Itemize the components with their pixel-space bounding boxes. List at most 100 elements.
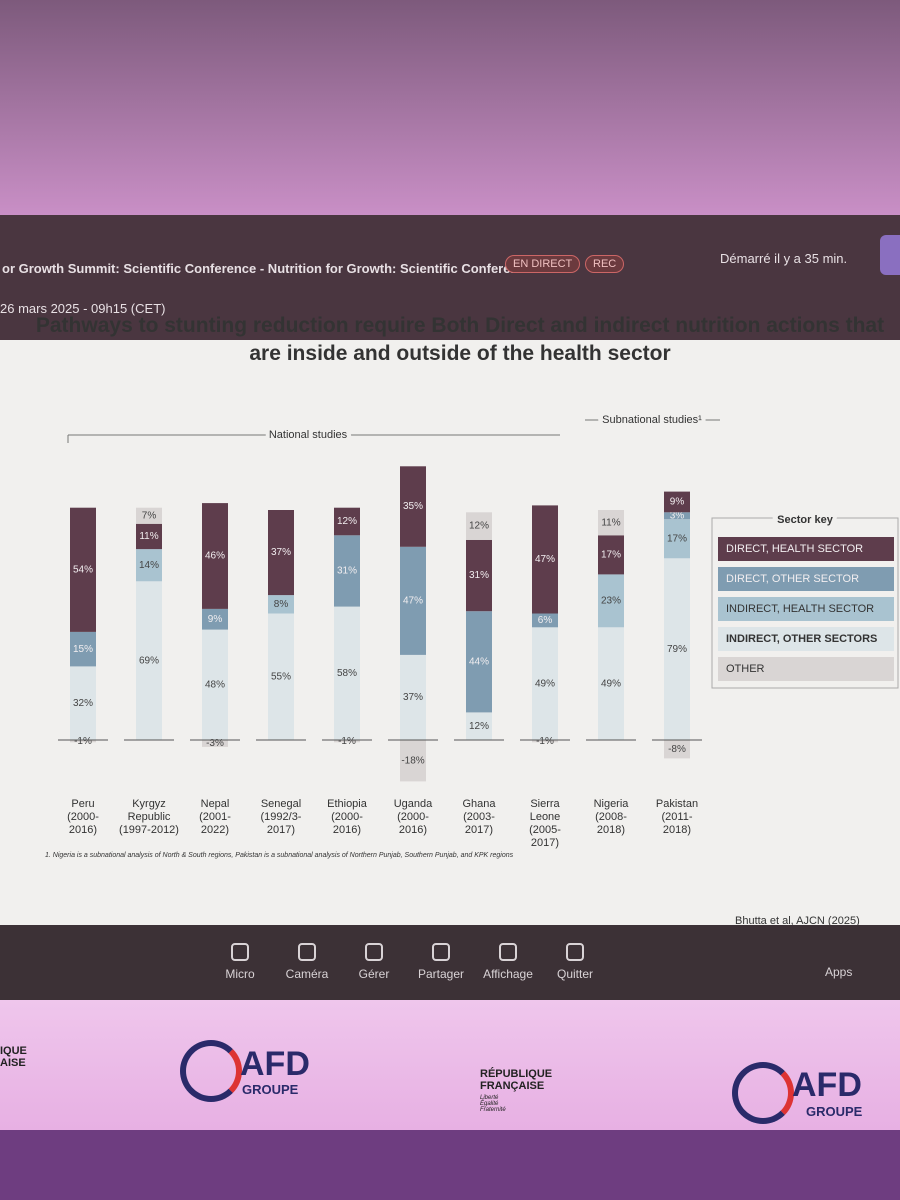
bar-segment [466, 712, 492, 740]
bar-segment [598, 510, 624, 536]
toolbar-button[interactable]: Micro [205, 943, 275, 981]
afd-logo-ring [180, 1040, 242, 1102]
value-label: -1% [338, 736, 356, 747]
value-label: 23% [601, 595, 621, 606]
value-label: 12% [469, 721, 489, 732]
bar-segment [334, 535, 360, 607]
group-label: National studies [269, 429, 348, 441]
x-tick-label: Pakistan (2011- 2018) [655, 798, 699, 836]
x-tick-label: Uganda (2000- 2016) [393, 798, 433, 836]
bar-segment [400, 740, 426, 782]
toolbar-button[interactable]: Caméra [272, 943, 342, 981]
bar-segment [334, 740, 360, 743]
value-label: -1% [536, 736, 554, 747]
bar-segment [334, 606, 360, 740]
toolbar-label: Partager [417, 967, 465, 981]
toolbar-button[interactable]: Quitter [540, 943, 610, 981]
bar-segment [202, 503, 228, 609]
toolbar-label: Micro [225, 967, 255, 981]
afd-logo: AFD [240, 1045, 310, 1083]
bar-segment [268, 613, 294, 740]
toolbar-button[interactable]: Partager [406, 943, 476, 981]
value-label: 12% [337, 516, 357, 527]
value-label: 79% [667, 644, 687, 655]
side-button[interactable] [880, 235, 900, 275]
x-tick-label: Ethiopia (2000- 2016) [327, 798, 367, 836]
source: Bhutta et al, AJCN (2025) [735, 915, 860, 927]
value-label: 7% [142, 510, 157, 521]
legend-label: OTHER [726, 663, 765, 675]
value-label: 47% [535, 554, 555, 565]
value-label: 3% [670, 510, 685, 521]
bar-segment [70, 740, 96, 743]
toolbar-icon [365, 943, 383, 961]
bar-segment [664, 512, 690, 520]
republic: RÉPUBLIQUE FRANÇAISE [480, 1068, 553, 1092]
bar-segment [400, 466, 426, 547]
afd-logo-ring [732, 1062, 794, 1124]
rec-badge[interactable]: REC [585, 255, 625, 273]
x-tick-label: Ghana (2003- 2017) [462, 798, 496, 836]
value-label: 11% [601, 517, 620, 528]
slide: Pathways to stunting reduction require B… [0, 314, 900, 927]
toolbar-icon [432, 943, 450, 961]
x-tick-label: Nepal (2001- 2022) [199, 798, 231, 836]
motto: Liberté Égalité Fraternité [480, 1095, 506, 1113]
toolbar-button[interactable]: Affichage [473, 943, 543, 981]
afd-logo: AFD [792, 1066, 862, 1104]
value-label: 69% [139, 655, 159, 666]
toolbar: Apps Micro Caméra Gérer Partager Affichage Qu… [0, 925, 900, 1000]
toolbar-icon [298, 943, 316, 961]
bar-segment [532, 627, 558, 740]
footnote: 1. Nigeria is a subnational analysis of … [45, 852, 514, 859]
x-tick-label: Peru (2000- 2016) [67, 798, 99, 836]
value-label: 35% [403, 501, 423, 512]
chart: National studies Subnational studies¹ 32% 1… [58, 410, 899, 782]
bar-segment [400, 654, 426, 740]
apps-button[interactable]: Apps [825, 965, 853, 979]
meeting-date: 26 mars 2025 - 09h15 (CET) [0, 301, 166, 316]
x-tick-label: Senegal (1992/3- 2017) [260, 798, 302, 836]
bar-segment [598, 574, 624, 628]
x-tick-label: Sierra Leone (2005- 2017) [529, 798, 561, 849]
banner-left-text: IQUE AISE [0, 1045, 27, 1069]
bar-segment [400, 546, 426, 655]
value-label: 17% [601, 549, 621, 560]
value-label: 9% [208, 614, 223, 625]
toolbar-button[interactable]: Gérer [339, 943, 409, 981]
afd-sub: GROUPE [806, 1104, 863, 1119]
bar-segment [664, 491, 690, 513]
floor [0, 1130, 900, 1200]
slide-title: Pathways to stunting reduction require B… [35, 314, 885, 365]
bar-segment [70, 507, 96, 632]
legend-label: DIRECT, OTHER SECTOR [726, 573, 859, 585]
toolbar-label: Caméra [285, 967, 329, 981]
legend-label: INDIRECT, OTHER SECTORS [726, 633, 877, 645]
toolbar-icon [231, 943, 249, 961]
bar-segment [202, 608, 228, 630]
legend-swatch [718, 627, 894, 651]
bar-segment [532, 505, 558, 614]
bar-segment [664, 740, 690, 759]
bar-segment [598, 535, 624, 575]
bar-segment [334, 507, 360, 536]
value-label: -1% [74, 736, 92, 747]
value-label: 31% [337, 566, 357, 577]
bar-segment [664, 519, 690, 559]
toolbar-label: Gérer [358, 967, 390, 981]
wall [0, 0, 900, 215]
toolbar-icon [566, 943, 584, 961]
value-label: 49% [601, 678, 621, 689]
value-label: 14% [139, 560, 159, 571]
bar-segment [532, 613, 558, 628]
value-label: 31% [469, 570, 489, 581]
afd-sub: GROUPE [242, 1082, 299, 1097]
toolbar-icon [499, 943, 517, 961]
bar-segment [202, 629, 228, 740]
value-label: 37% [271, 547, 291, 558]
value-label: 12% [469, 521, 489, 532]
bar-segment [466, 539, 492, 612]
bar-segment [136, 581, 162, 740]
bar-segment [268, 510, 294, 596]
value-label: -8% [668, 744, 686, 755]
